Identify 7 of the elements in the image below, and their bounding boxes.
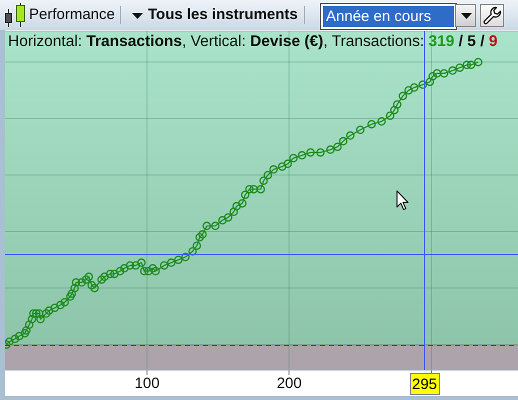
text: Tous les instruments <box>148 6 305 24</box>
x-tick-label: 200 <box>276 375 302 392</box>
text: Année en cours <box>326 7 432 26</box>
chart-title: Performance <box>29 6 121 24</box>
text: Horizontal: Transactions, Vertical: Devise (€), Transactions: 319 / 5 / 9 <box>8 33 498 50</box>
ref-line-label: 295 <box>412 376 438 394</box>
x-tick-label: 100 <box>134 375 160 392</box>
